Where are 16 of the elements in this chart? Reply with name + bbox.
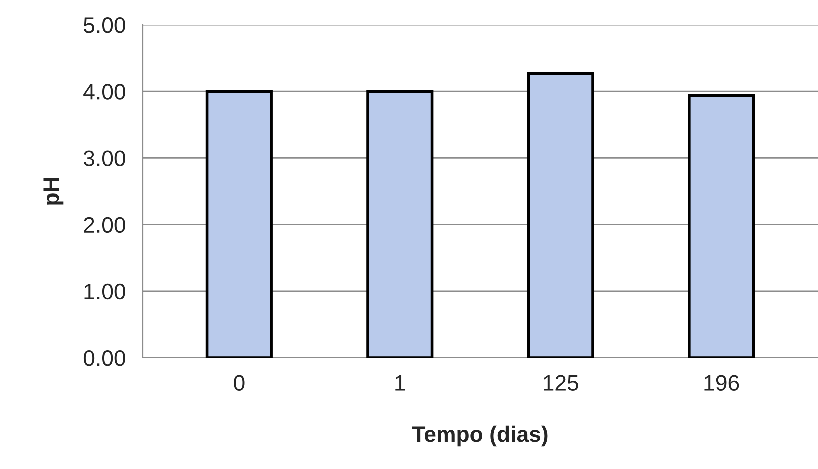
bar (366, 90, 434, 358)
x-tick-label: 125 (544, 375, 578, 391)
y-tick-label: 5.00 (84, 18, 126, 34)
y-tick-label: 2.00 (84, 217, 126, 234)
y-tick-label: 1.00 (84, 284, 126, 300)
bar (206, 90, 273, 358)
x-axis-title: Tempo (dias) (412, 426, 548, 447)
y-tick-label: 3.00 (84, 150, 126, 166)
bar (527, 72, 594, 358)
y-tick-label: 0.00 (84, 350, 126, 366)
y-axis-title: pH (44, 178, 64, 205)
bar (688, 94, 756, 358)
x-tick-label: 0 (234, 375, 245, 391)
x-tick-label: 196 (704, 375, 740, 391)
y-tick-label: 4.00 (84, 84, 126, 100)
x-tick-label: 1 (396, 375, 406, 391)
